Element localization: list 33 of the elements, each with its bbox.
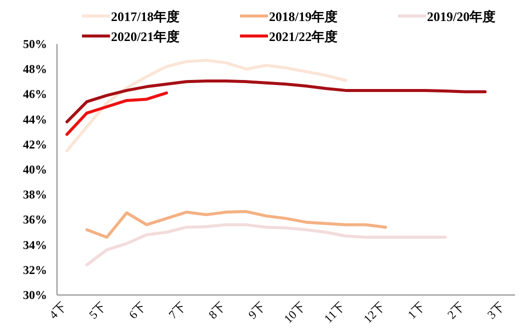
y-tick-label: 42%	[23, 137, 47, 152]
y-tick-label: 36%	[23, 212, 47, 227]
y-tick-label: 32%	[23, 262, 47, 277]
legend-label: 2020/21年度	[111, 29, 180, 44]
x-tick-label: 8下	[206, 299, 228, 322]
x-tick-label: 7下	[166, 299, 188, 322]
x-tick-label: 3下	[484, 299, 508, 322]
line-series	[65, 58, 348, 152]
x-tick-label: 2下	[444, 299, 468, 322]
y-tick-label: 44%	[23, 112, 47, 126]
legend-label: 2018/19年度	[269, 9, 338, 24]
y-tick-label: 40%	[23, 162, 47, 176]
y-tick-label: 46%	[23, 87, 47, 102]
line-series	[65, 80, 487, 124]
legend-label: 2021/22年度	[269, 29, 338, 44]
x-tick-label: 11下	[321, 299, 348, 326]
y-tick-label: 38%	[23, 188, 47, 202]
line-series	[65, 91, 168, 136]
legend-label: 2019/20年度	[427, 9, 496, 24]
x-tick-label: 9下	[246, 299, 268, 322]
y-tick-label: 48%	[23, 62, 47, 76]
x-tick-label: 6下	[126, 299, 149, 322]
y-tick-label: 34%	[23, 238, 47, 252]
y-tick-label: 50%	[23, 37, 47, 51]
x-tick-label: 1下	[404, 299, 428, 322]
legend-label: 2017/18年度	[111, 9, 180, 24]
x-tick-label: 10下	[281, 299, 308, 326]
line-series	[85, 223, 447, 266]
x-tick-label: 12下	[360, 299, 388, 326]
y-tick-label: 30%	[23, 288, 47, 302]
x-tick-label: 5下	[86, 299, 109, 322]
line-series	[85, 210, 388, 239]
x-tick-label: 4下	[46, 299, 70, 322]
